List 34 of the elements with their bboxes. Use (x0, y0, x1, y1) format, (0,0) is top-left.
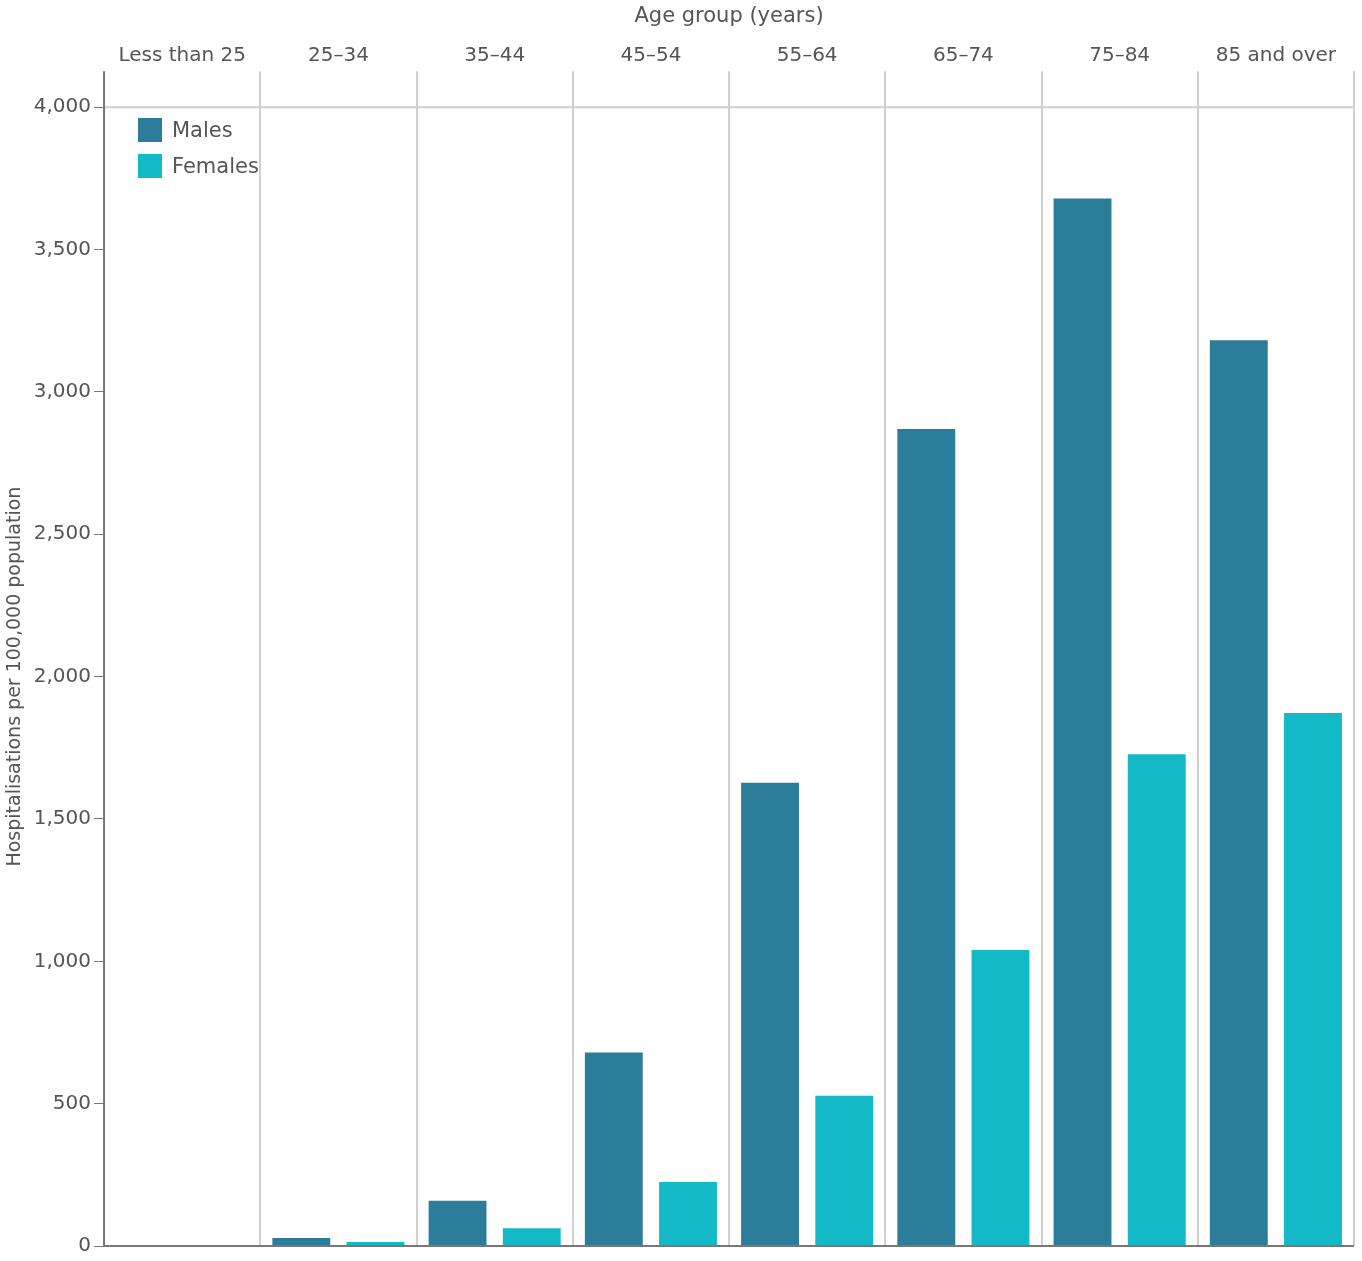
bar (272, 1238, 331, 1246)
bar (1209, 340, 1268, 1246)
legend-label: Females (172, 154, 259, 178)
x-tick-label: 85 and over (1215, 42, 1337, 67)
x-tick-label: 75–84 (1089, 42, 1151, 67)
bar (1053, 198, 1112, 1246)
y-tick-label: 2,500 (33, 520, 92, 545)
x-tick-label: 35–44 (464, 42, 526, 67)
y-axis-title: Hospitalisations per 100,000 population (2, 486, 25, 867)
y-tick-label: 500 (52, 1089, 92, 1114)
y-tick-label: 1,500 (33, 805, 92, 830)
bar (815, 1095, 874, 1246)
bar (659, 1181, 717, 1246)
x-axis-title: Age group (years) (634, 3, 824, 28)
bar (1284, 713, 1342, 1246)
bar (897, 428, 956, 1246)
bar (428, 1200, 487, 1246)
y-tick-label: 1,000 (33, 947, 92, 972)
y-tick-label: 3,000 (33, 378, 92, 403)
bar (502, 1228, 561, 1246)
bar (584, 1052, 643, 1246)
bar (741, 782, 799, 1246)
legend-label: Males (172, 118, 233, 142)
y-tick-label: 3,500 (33, 235, 92, 260)
x-tick-label: 25–34 (307, 42, 369, 67)
bar (971, 949, 1030, 1246)
x-tick-label: 55–64 (776, 42, 838, 67)
x-tick-label: 65–74 (932, 42, 994, 67)
bar (1127, 754, 1186, 1246)
y-tick-label: 4,000 (33, 93, 92, 118)
y-tick-label: 0 (78, 1232, 92, 1257)
x-tick-label: 45–54 (620, 42, 682, 67)
x-tick-label: Less than 25 (118, 42, 246, 67)
y-tick-label: 2,000 (33, 662, 92, 687)
